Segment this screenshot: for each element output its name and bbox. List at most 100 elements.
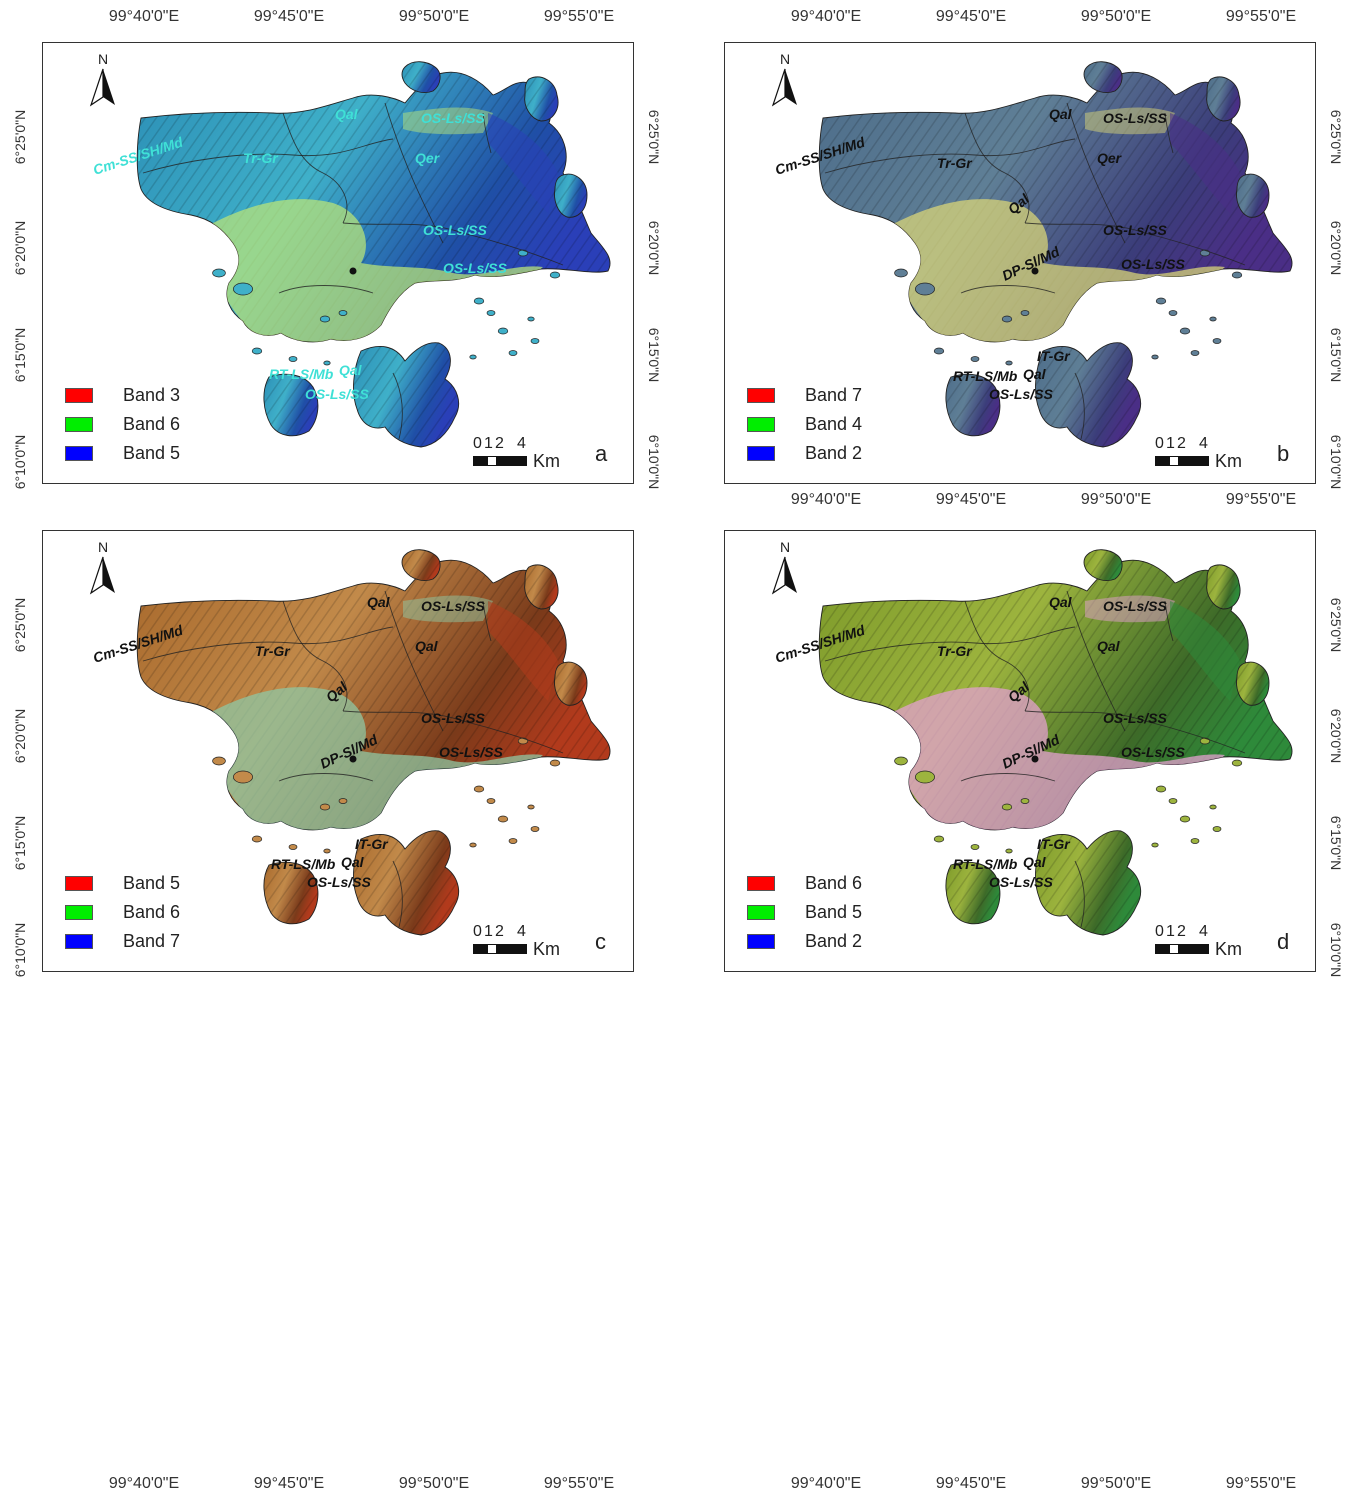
geologic-unit-label: IT-Gr <box>355 836 389 852</box>
islet <box>323 360 331 366</box>
geologic-contact <box>392 860 403 928</box>
legend-swatch <box>747 446 775 461</box>
islet <box>1168 798 1178 804</box>
longitude-label: 99°55'0"E <box>1225 8 1297 25</box>
islet <box>1199 737 1211 745</box>
legend-item: Band 4 <box>747 410 862 439</box>
islet <box>1179 815 1191 823</box>
scale-unit: Km <box>533 451 560 471</box>
scale-unit: Km <box>1215 939 1242 959</box>
terrain-shading <box>402 549 441 581</box>
north-arrow: N <box>769 51 801 112</box>
islet <box>212 268 226 278</box>
terrain-shading <box>1084 549 1123 581</box>
legend-item: Band 2 <box>747 927 862 956</box>
legend-swatch <box>65 876 93 891</box>
geologic-unit-label: OS-Ls/SS <box>1103 710 1167 726</box>
longitude-label: 99°45'0"E <box>935 491 1007 508</box>
town-marker <box>1031 267 1039 275</box>
geologic-contact <box>824 626 1076 662</box>
geologic-unit-label: IT-Gr <box>1037 836 1071 852</box>
islet <box>1005 360 1013 366</box>
longitude-label: 99°55'0"E <box>543 1475 615 1492</box>
scale-tick-label: 0 <box>1155 923 1164 940</box>
islet <box>497 815 509 823</box>
geologic-contact <box>384 102 444 244</box>
composite-map: Cm-SS/SH/Md Tr-GrQalQalOS-Ls/SSQalOS-Ls/S… <box>773 549 1293 936</box>
latitude-label: 6°25'0"N <box>646 109 662 165</box>
legend-swatch <box>747 388 775 403</box>
longitude-label: 99°50'0"E <box>398 1475 470 1492</box>
islet <box>1209 316 1217 322</box>
geologic-unit-label: OS-Ls/SS <box>1103 598 1167 614</box>
north-arrow: N <box>87 539 119 600</box>
latitude-label: 6°20'0"N <box>646 220 662 276</box>
legend-label: Band 7 <box>805 385 863 405</box>
scale-tick-label: 2 <box>495 923 504 940</box>
geologic-contact <box>1024 222 1246 266</box>
geologic-contact <box>1024 710 1246 754</box>
geologic-contact <box>964 600 1030 712</box>
geologic-unit-label: OS-Ls/SS <box>1103 110 1167 126</box>
islet <box>1212 826 1222 832</box>
town-marker <box>349 755 357 763</box>
geologic-unit-label: RT-LS/Mb <box>953 856 1018 872</box>
geologic-unit-label: OS-Ls/SS <box>1121 744 1185 760</box>
latitude-label: 6°25'0"N <box>12 597 28 653</box>
latitude-label: 6°10'0"N <box>12 434 28 490</box>
scale-bar-graphic <box>473 944 527 954</box>
islet <box>233 770 253 784</box>
geologic-contact <box>824 138 1076 174</box>
terrain-shading <box>1236 174 1269 218</box>
longitude-label: 99°45'0"E <box>935 1475 1007 1492</box>
longitude-label: 99°50'0"E <box>1080 1475 1152 1492</box>
map-frame: Cm-SS/SH/Md Tr-Gr Qal Qal OS-Ls/SS Qer OS-Ls/S… <box>724 42 1316 484</box>
scale-segment <box>1178 945 1208 953</box>
panel-letter: b <box>1277 441 1290 466</box>
islet <box>894 756 908 766</box>
legend-label: Band 3 <box>123 385 181 405</box>
geologic-unit-label: RT-LS/Mb <box>271 856 336 872</box>
scale-tick-label: 1 <box>484 923 493 940</box>
legend-label: Band 2 <box>805 931 863 951</box>
scale-segment <box>1170 945 1178 953</box>
islet <box>1151 842 1159 848</box>
geologic-contact <box>342 710 564 754</box>
terrain-shading <box>263 862 318 924</box>
scale-bar-graphic <box>473 456 527 466</box>
geologic-unit-label: Qer <box>1097 150 1123 166</box>
islet <box>469 354 477 360</box>
geologic-contact <box>960 773 1056 782</box>
geologic-unit-label: OS-Ls/SS <box>989 874 1053 890</box>
legend-item: Band 6 <box>65 898 180 927</box>
islet <box>1209 804 1217 810</box>
islet <box>549 271 561 279</box>
geologic-unit-label: Qal <box>339 362 363 378</box>
islet <box>486 310 496 316</box>
alluvial-zone <box>892 595 1240 831</box>
legend-item: Band 5 <box>747 898 862 927</box>
terrain-shading <box>945 862 1000 924</box>
latitude-label: 6°10'0"N <box>646 434 662 490</box>
legend-item: Band 7 <box>747 381 862 410</box>
terrain-shading <box>1206 76 1241 121</box>
scale-tick-label: 0 <box>1155 435 1164 452</box>
islet <box>251 347 263 355</box>
longitude-label: 99°55'0"E <box>1225 1475 1297 1492</box>
islet <box>486 798 496 804</box>
legend-label: Band 7 <box>123 931 181 951</box>
longitude-label: 99°50'0"E <box>398 8 470 25</box>
terrain-shading <box>1084 61 1123 93</box>
north-arrow: N <box>87 51 119 112</box>
geologic-unit-label: Qal <box>367 594 391 610</box>
scale-bar-graphic <box>1155 456 1209 466</box>
scale-tick-label: 4 <box>1199 923 1208 940</box>
islet <box>970 844 980 850</box>
islet <box>508 838 518 844</box>
islet <box>469 842 477 848</box>
geologic-contact <box>1074 372 1085 440</box>
scale-tick-label: 4 <box>1199 435 1208 452</box>
islet <box>1199 249 1211 257</box>
latitude-label: 6°15'0"N <box>12 327 28 383</box>
geologic-contact <box>142 138 394 174</box>
